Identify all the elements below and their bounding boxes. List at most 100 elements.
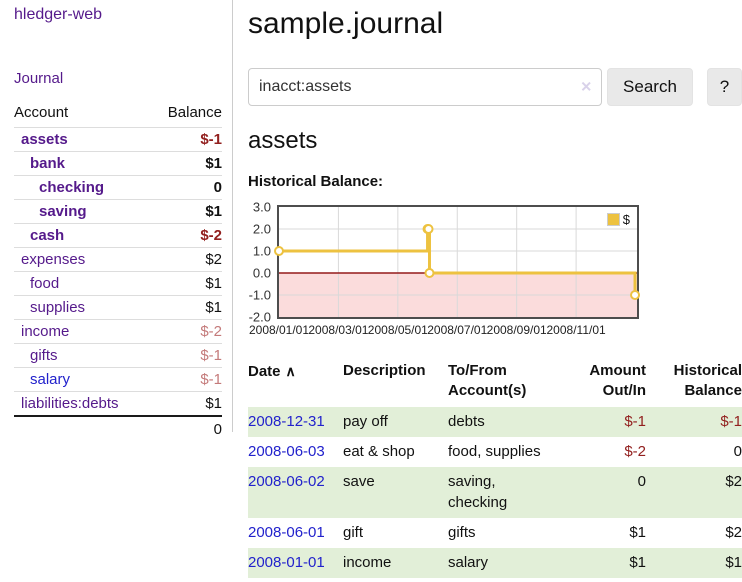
register-column-header: Amount Out/In [589,362,646,399]
register-column-header: Historical Balance [673,362,742,399]
account-balance: $1 [205,275,222,292]
account-tree-header: Account Balance [14,101,222,127]
account-balance: $2 [205,251,222,268]
balance-chart: 3.0 2.0 1.0 0.0 -1.0 -2.0 $ [248,200,742,325]
search-button[interactable]: Search [607,68,693,106]
register-rows: 2008-12-31 pay off debts $-1 $-1 2008-06-03 ea… [248,407,742,578]
sort-asc-icon: ∧ [285,363,296,379]
account-row: income $-2 [14,319,222,343]
page-title: sample.journal [248,7,444,40]
chart-plot-area[interactable]: $ [274,205,641,319]
transaction-date-link[interactable]: 2008-06-01 [248,524,325,541]
x-axis-tick-label: 2008/05/01 [367,323,428,337]
account-link[interactable]: cash [30,227,65,244]
register-row: 2008-06-03 eat & shop food, supplies $-2 0 [248,437,742,467]
brand-link[interactable]: hledger-web [14,6,103,23]
x-axis-tick-label: 2008/07/01 [427,323,488,337]
transaction-amount: $1 [629,524,646,541]
account-link[interactable]: income [21,323,70,340]
y-axis-tick-label: 0.0 [252,265,271,281]
register-column-header[interactable]: Date ∧ [248,363,296,380]
account-row: bank $1 [14,151,222,175]
transaction-accounts: debts [448,413,485,430]
transaction-date-link[interactable]: 2008-01-01 [248,554,325,571]
register-header-row: Date ∧ Description To/From Account(s) Amount… [248,359,742,407]
y-axis-tick-label: 2.0 [252,221,271,237]
account-link[interactable]: food [30,275,60,292]
account-row: food $1 [14,271,222,295]
account-link[interactable]: bank [30,155,66,172]
account-balance: $-1 [200,347,222,364]
account-total-row: 0 [14,415,222,442]
x-axis-tick-label: 2008/03/01 [308,323,369,337]
register-table: Date ∧ Description To/From Account(s) Amount… [248,359,742,578]
search-input[interactable] [248,68,603,106]
account-balance: $-1 [200,371,222,388]
clear-search-icon[interactable]: ✕ [580,78,593,95]
register-row: 2008-12-31 pay off debts $-1 $-1 [248,407,742,437]
transaction-description: pay off [343,413,388,430]
x-axis-tick-label: 2008/09/01 [486,323,547,337]
account-link[interactable]: saving [39,203,87,220]
chart-canvas [274,207,641,317]
account-tree: Account Balance assets $-1 bank $1 checking 0… [14,101,222,442]
account-balance: $1 [205,395,222,412]
transaction-balance: $2 [725,524,742,541]
sidebar: hledger-web Journal Account Balance asse… [14,0,222,442]
account-row: assets $-1 [14,127,222,151]
transaction-date-link: 2008-12-31 [248,407,343,437]
transaction-date-link: 2008-06-02 [248,467,343,518]
account-row: saving $1 [14,199,222,223]
account-link[interactable]: expenses [21,251,86,268]
transaction-description: gift [343,524,364,541]
transaction-balance: $1 [725,554,742,571]
chart-x-axis: 2008/01/01 2008/03/01 2008/05/01 2008/07/01… [248,321,668,339]
register-column-header: To/From Account(s) [448,362,527,399]
account-balance: $1 [205,299,222,316]
transaction-amount: $-1 [624,413,646,430]
y-axis-tick-label: 3.0 [252,199,271,215]
transaction-amount: $-2 [624,443,646,460]
transaction-balance: $-1 [720,413,742,430]
x-axis-tick-label: 2008/01/01 [248,323,310,337]
transaction-accounts: saving, checking [448,473,508,511]
transaction-accounts: salary [448,554,489,571]
transaction-balance: 0 [733,443,742,460]
register-column-header: Description [343,362,426,379]
help-button[interactable]: ? [706,68,742,106]
register-row: 2008-06-01 gift gifts $1 $2 [248,518,742,548]
account-link[interactable]: checking [39,179,105,196]
legend-label: $ [622,212,630,227]
balance-column-header: Balance [167,104,222,121]
transaction-date-link: 2008-06-03 [248,437,343,467]
legend-swatch [606,213,620,226]
account-link[interactable]: salary [30,371,71,388]
transaction-date-link[interactable]: 2008-12-31 [248,413,325,430]
account-link[interactable]: assets [21,131,68,148]
account-link[interactable]: gifts [30,347,58,364]
transaction-date-link[interactable]: 2008-06-03 [248,443,325,460]
total-balance: 0 [213,421,222,438]
search-bar: ✕ Search ? [248,68,742,106]
x-axis-tick-label: 2008/11/01 [546,323,606,337]
transaction-description: save [343,473,375,490]
account-row: gifts $-1 [14,343,222,367]
y-axis-tick-label: -2.0 [248,309,271,325]
transaction-date-link[interactable]: 2008-06-02 [248,473,325,490]
register-row: 2008-06-02 save saving, checking 0 $2 [248,467,742,518]
account-link[interactable]: supplies [30,299,86,316]
chart-y-axis: 3.0 2.0 1.0 0.0 -1.0 -2.0 [248,200,277,325]
account-balance: $1 [205,155,222,172]
account-row: expenses $2 [14,247,222,271]
transaction-amount: $1 [629,554,646,571]
sidebar-divider [232,0,233,432]
transaction-accounts: gifts [448,524,476,541]
y-axis-tick-label: 1.0 [252,243,271,259]
account-column-header: Account [14,104,69,121]
transaction-description: income [343,554,392,571]
chart-legend: $ [606,212,630,227]
account-balance: $-2 [200,323,222,340]
nav-journal-link[interactable]: Journal [14,70,64,87]
account-row: checking 0 [14,175,222,199]
account-link[interactable]: liabilities:debts [21,395,119,412]
